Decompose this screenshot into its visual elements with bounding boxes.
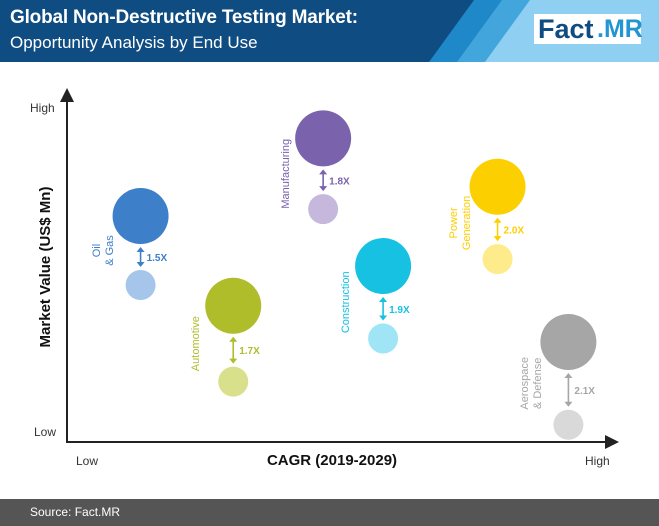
growth-arrow-head-top-oil-gas [136, 247, 145, 253]
category-label-automotive: Automotive [190, 316, 202, 371]
multiplier-label-automotive: 1.7X [239, 346, 260, 357]
bubble-construction-2019 [368, 323, 399, 354]
growth-arrow-head-bottom-manufacturing [319, 186, 328, 192]
growth-arrow-head-top-aerospace-defense [564, 372, 573, 378]
category-label-oil-gas-line2: & Gas [104, 235, 116, 266]
multiplier-label-oil-gas: 1.5X [147, 253, 168, 264]
bubble-oil-gas-2019 [125, 270, 156, 301]
y-tick-high: High [30, 101, 55, 115]
bubble-aerospace-defense-2019 [553, 409, 584, 440]
multiplier-label-power-generation: 2.0X [504, 225, 525, 236]
growth-arrow-head-top-power-generation [493, 217, 502, 223]
bubble-aerospace-defense-2029 [540, 313, 597, 370]
bubble-manufacturing-2029 [295, 110, 352, 167]
x-tick-high: High [585, 454, 610, 468]
header-banner: Global Non-Destructive Testing Market: O… [0, 0, 659, 62]
bubble-automotive-2029 [205, 277, 262, 334]
multiplier-label-construction: 1.9X [389, 305, 410, 316]
source-note: Source: Fact.MR [30, 505, 121, 519]
category-label-aerospace-defense-line1: Aerospace [519, 357, 531, 410]
bubble-chart: High Low Low High CAGR (2019-2029) Marke… [30, 88, 619, 469]
category-label-power-generation-line1: Power [448, 207, 460, 239]
multiplier-label-manufacturing: 1.8X [329, 176, 350, 187]
category-label-construction: Construction [340, 271, 352, 333]
brand-logo-box [534, 14, 641, 44]
bubble-power-generation-2019 [482, 244, 513, 275]
growth-arrow-head-bottom-power-generation [493, 236, 502, 242]
chart-subtitle: Opportunity Analysis by End Use [10, 33, 258, 52]
y-axis-label: Market Value (US$ Mn) [37, 187, 54, 348]
growth-arrow-head-bottom-construction [379, 315, 388, 321]
multiplier-label-aerospace-defense: 2.1X [574, 386, 595, 397]
bubble-oil-gas-2029 [112, 188, 169, 245]
growth-arrow-head-bottom-aerospace-defense [564, 401, 573, 407]
growth-arrow-head-top-manufacturing [319, 169, 328, 175]
y-tick-low: Low [34, 425, 56, 439]
brand-logo-mr: .MR [597, 15, 643, 43]
chart-title: Global Non-Destructive Testing Market: [10, 7, 358, 28]
category-label-aerospace-defense-line2: & Defense [532, 358, 544, 409]
x-tick-low: Low [76, 454, 98, 468]
growth-arrow-head-bottom-oil-gas [136, 262, 145, 268]
category-label-power-generation-line2: Generation [461, 196, 473, 250]
growth-arrow-head-top-construction [379, 297, 388, 303]
bubble-power-generation-2029 [469, 158, 526, 215]
footer-bar: Source: Fact.MR [0, 499, 659, 526]
chart-marks: 1.5X Oil & Gas 1.7X Automotive 1.8X Manufactur… [91, 110, 597, 440]
category-label-manufacturing: Manufacturing [280, 139, 292, 209]
growth-arrow-head-bottom-automotive [229, 358, 238, 364]
brand-logo-fact: Fact [538, 14, 594, 44]
x-axis-label: CAGR (2019-2029) [267, 452, 397, 469]
bubble-manufacturing-2019 [308, 194, 339, 225]
growth-arrow-head-top-automotive [229, 336, 238, 342]
category-label-oil-gas-line1: Oil [91, 244, 103, 257]
header-navy-panel [0, 0, 474, 62]
bubble-construction-2029 [355, 238, 412, 295]
bubble-automotive-2019 [218, 366, 249, 397]
